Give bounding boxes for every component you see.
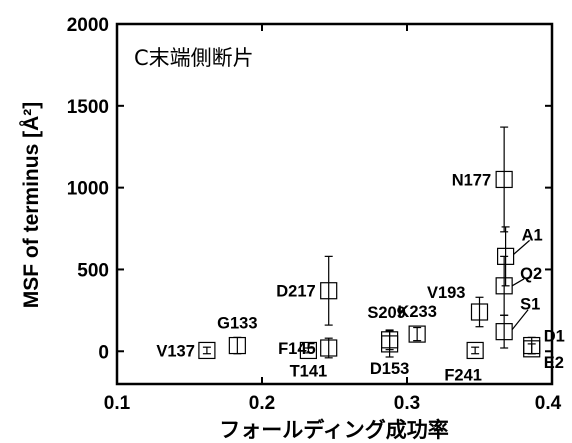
y-tick-label: 1000 [67, 179, 109, 200]
plot-frame [115, 22, 554, 386]
data-point [299, 341, 317, 360]
y-axis-title: MSF of terminus [Å²] [19, 102, 43, 308]
point-label: V137 [156, 342, 195, 360]
point-label: A1 [522, 226, 543, 244]
data-point [381, 329, 399, 351]
axis-ticks: 0.1 0.2 0.3 0.4 0 500 1000 1500 2000 [67, 15, 562, 414]
point-label: S209 [367, 304, 406, 322]
point-label: E2 [544, 354, 564, 372]
label-leaders [511, 239, 530, 331]
data-point [320, 337, 338, 359]
panel-label: C末端側断片 [134, 46, 254, 70]
data-markers [198, 126, 541, 360]
data-point [523, 340, 541, 358]
data-point [320, 255, 338, 326]
point-label: S1 [520, 296, 540, 314]
square-marker [495, 170, 513, 189]
data-point [495, 314, 513, 349]
data-point [228, 336, 246, 355]
x-tick-label: 0.3 [394, 393, 420, 414]
data-point [470, 296, 489, 328]
y-tick-label: 1500 [67, 97, 109, 118]
x-axis-title: フォールディング成功率 [219, 418, 449, 442]
point-label: V193 [427, 284, 466, 302]
point-label: Q2 [520, 265, 542, 283]
square-marker [320, 339, 338, 357]
point-label: N177 [452, 171, 491, 189]
point-label: K233 [397, 303, 436, 321]
square-marker [497, 247, 515, 265]
point-label: D153 [370, 360, 409, 378]
leader-line [511, 278, 525, 287]
leader-line [513, 239, 530, 255]
point-label: D1 [544, 328, 565, 346]
square-marker [381, 331, 399, 349]
y-tick-label: 2000 [67, 15, 109, 36]
point-label: T141 [290, 362, 328, 380]
leader-line [511, 309, 529, 331]
square-marker [408, 325, 426, 343]
y-tick-label: 0 [98, 342, 109, 363]
square-marker [228, 336, 246, 355]
point-label: G133 [217, 315, 257, 333]
x-tick-label: 0.2 [249, 393, 275, 414]
square-marker [523, 340, 541, 358]
square-marker [299, 341, 317, 360]
square-marker [320, 282, 338, 300]
y-tick-label: 500 [77, 260, 109, 281]
x-tick-label: 0.1 [104, 393, 131, 414]
square-marker [466, 341, 484, 360]
data-point [466, 341, 484, 360]
data-point [495, 255, 513, 316]
data-point [495, 126, 513, 233]
point-label: F145 [278, 340, 316, 358]
square-marker [198, 341, 216, 360]
x-tick-label: 0.4 [535, 393, 562, 414]
data-point [408, 325, 426, 343]
data-point [198, 341, 216, 360]
point-label: F241 [444, 366, 482, 384]
square-marker [470, 303, 489, 321]
point-label: D217 [276, 283, 315, 301]
square-marker [495, 323, 513, 341]
